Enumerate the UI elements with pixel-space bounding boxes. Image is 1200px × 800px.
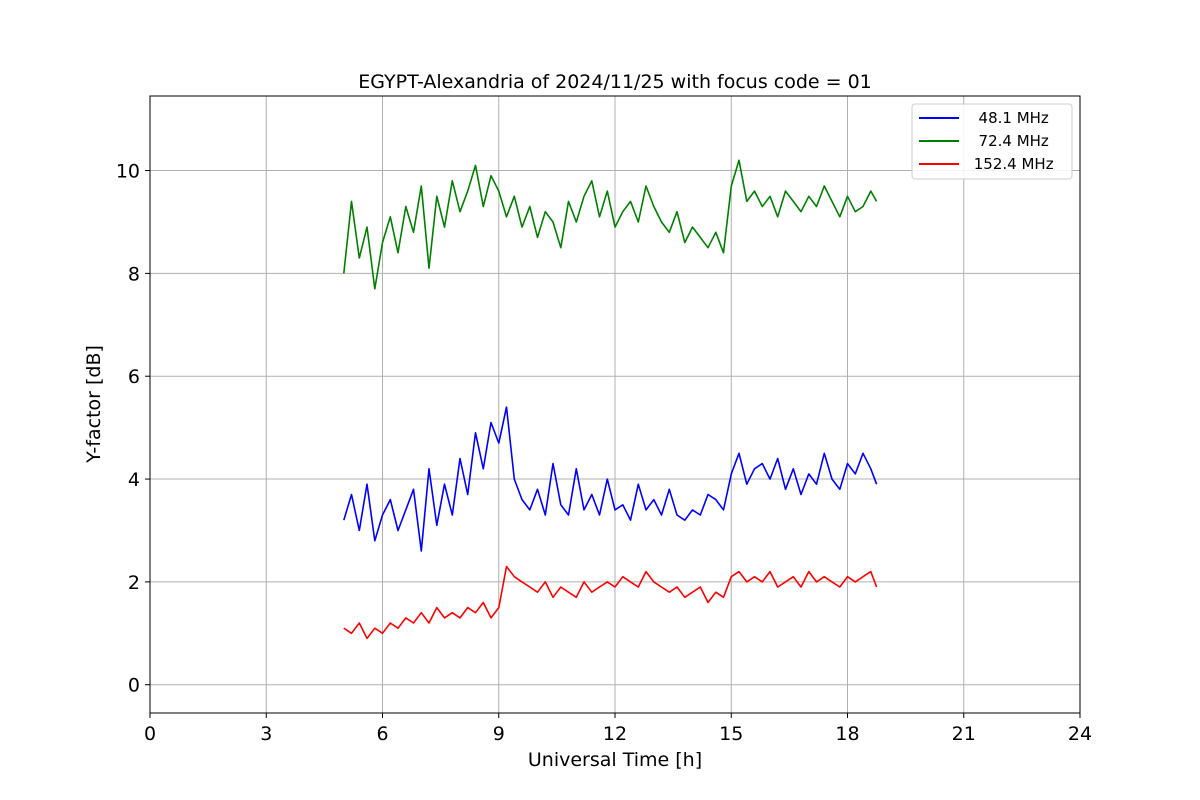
y-axis-label: Y-factor [dB] [83, 345, 105, 464]
x-tick-label: 24 [1068, 723, 1092, 745]
series-72-4-mhz [343, 159, 878, 290]
x-tick-label: 15 [719, 723, 743, 745]
legend-box [911, 103, 1073, 180]
chart-title: EGYPT-Alexandria of 2024/11/25 with focu… [358, 71, 872, 93]
legend-label: 152.4 MHz [969, 155, 1054, 173]
y-tick-label: 10 [116, 161, 140, 183]
y-tick-label: 6 [128, 366, 140, 388]
series-152-4-mhz [343, 565, 878, 640]
x-axis-label: Universal Time [h] [528, 749, 702, 771]
series-48-1-mhz [343, 406, 878, 552]
x-tick-label: 21 [952, 723, 976, 745]
x-tick-label: 0 [144, 723, 156, 745]
x-tick-label: 6 [376, 723, 388, 745]
legend: 48.1 MHz 72.4 MHz 152.4 MHz [911, 103, 1073, 180]
y-ticks: 0 2 4 6 8 10 [116, 161, 150, 697]
y-tick-label: 2 [128, 572, 140, 594]
x-ticks: 0 3 6 9 12 15 18 21 24 [144, 713, 1092, 745]
series-layer [343, 159, 878, 640]
y-tick-label: 8 [128, 263, 140, 285]
x-tick-label: 3 [260, 723, 272, 745]
x-tick-label: 12 [603, 723, 627, 745]
x-tick-label: 18 [835, 723, 859, 745]
legend-label: 48.1 MHz [969, 109, 1049, 127]
x-tick-label: 9 [493, 723, 505, 745]
y-tick-label: 0 [128, 675, 140, 697]
legend-label: 72.4 MHz [969, 132, 1049, 150]
y-tick-label: 4 [128, 469, 140, 491]
